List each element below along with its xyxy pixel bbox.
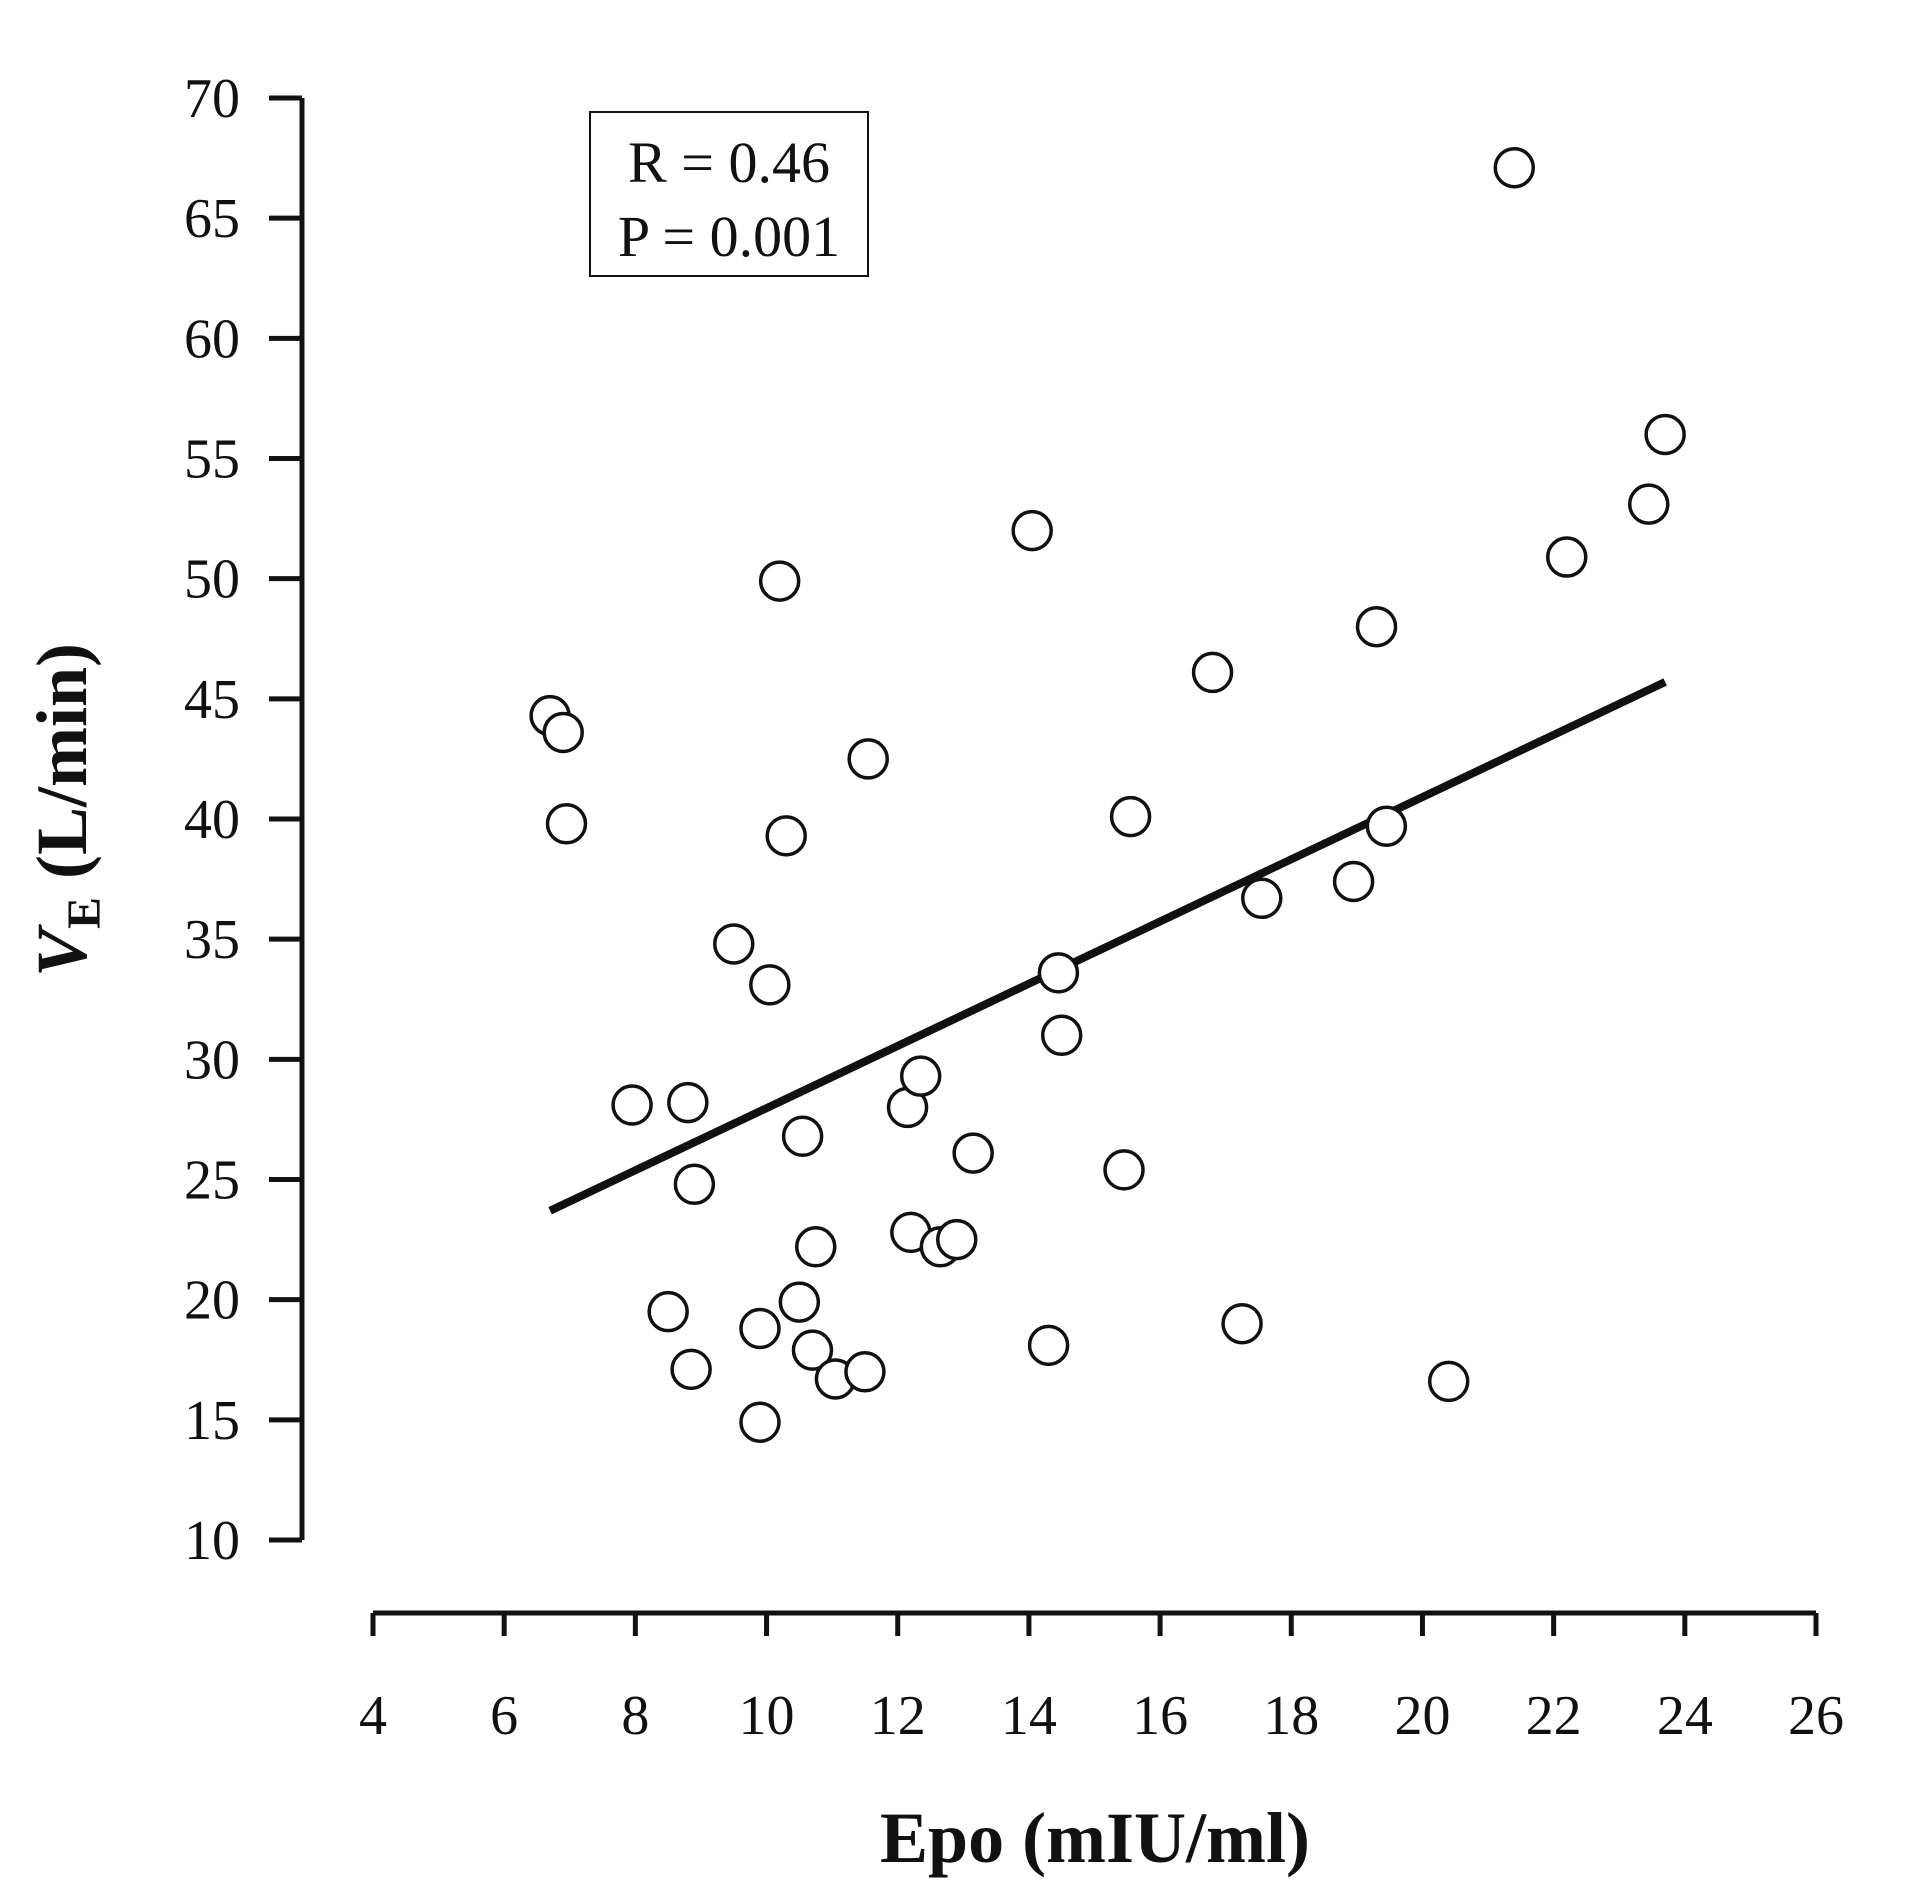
y-axis-title-variable: V (22, 924, 102, 977)
x-tick-label: 14 (1001, 1685, 1057, 1747)
data-point (847, 738, 889, 780)
data-point (713, 923, 755, 965)
y-tick-label: 40 (184, 789, 240, 851)
data-point (1103, 1149, 1145, 1191)
data-point (647, 1290, 689, 1333)
y-axis-title-unit: (L/min) (22, 643, 102, 897)
y-axis-title: VE (L/min) (22, 643, 111, 977)
x-tick-label: 20 (1394, 1685, 1450, 1747)
y-tick-label: 20 (184, 1270, 240, 1332)
data-point (1493, 146, 1536, 189)
data-point (1546, 536, 1588, 578)
data-point (1332, 860, 1375, 903)
y-tick-label: 15 (184, 1390, 240, 1452)
x-tick-label: 4 (359, 1685, 387, 1747)
regression-line (548, 678, 1667, 1215)
data-point (542, 711, 584, 754)
x-tick-label: 26 (1788, 1685, 1844, 1747)
y-tick-label: 60 (184, 308, 240, 370)
data-point (936, 1218, 978, 1261)
data-point (778, 1281, 821, 1323)
data-points (529, 146, 1686, 1443)
y-tick-label: 45 (184, 669, 240, 731)
data-point (952, 1132, 994, 1174)
data-point (1011, 509, 1053, 552)
y-axis-title-subscript: E (58, 897, 111, 929)
y-tick-label: 50 (184, 549, 240, 611)
data-point (899, 1055, 942, 1097)
data-point (1241, 877, 1283, 920)
data-point (844, 1351, 886, 1393)
data-point (1365, 805, 1408, 847)
data-point (611, 1084, 653, 1126)
x-tick-label: 18 (1263, 1685, 1319, 1747)
data-point (545, 803, 588, 845)
y-tick-label: 30 (184, 1029, 240, 1091)
data-point (1040, 1014, 1083, 1057)
data-point (1191, 651, 1234, 694)
data-point (781, 1115, 824, 1157)
stat-annotation-box (589, 111, 869, 277)
data-point (739, 1401, 781, 1443)
data-point (765, 815, 807, 857)
x-tick-label: 16 (1132, 1685, 1188, 1747)
x-tick-label: 12 (870, 1685, 926, 1747)
data-point (673, 1163, 716, 1206)
x-tick-label: 6 (490, 1685, 518, 1747)
correlation-label: R = 0.46 (628, 130, 830, 195)
p-value-label: P = 0.001 (618, 204, 840, 269)
data-point (1627, 483, 1670, 525)
data-point (1427, 1360, 1470, 1403)
data-point (1644, 413, 1686, 456)
x-tick-label: 8 (621, 1685, 649, 1747)
stat-annotation: R = 0.46 P = 0.001 (589, 111, 869, 277)
data-point (739, 1307, 781, 1350)
x-tick-label: 10 (739, 1685, 795, 1747)
x-tick-label: 24 (1657, 1685, 1713, 1747)
y-tick-label: 55 (184, 429, 240, 491)
x-axis: 4 6 8 10 12 14 16 18 20 22 24 26 (359, 1610, 1844, 1747)
data-point (1027, 1324, 1070, 1367)
data-point (794, 1226, 837, 1268)
data-point (1109, 795, 1152, 838)
data-point (1355, 605, 1398, 648)
data-point (749, 964, 791, 1006)
x-tick-label: 22 (1526, 1685, 1582, 1747)
y-tick-label: 10 (184, 1510, 240, 1572)
data-point (791, 1329, 834, 1371)
data-point (1221, 1302, 1263, 1345)
data-point (1037, 952, 1080, 994)
x-axis-title: Epo (mIU/ml) (880, 1798, 1310, 1878)
data-point (670, 1348, 712, 1391)
y-tick-label: 70 (184, 68, 240, 130)
y-tick-label: 65 (184, 188, 240, 250)
data-point (758, 560, 801, 602)
data-point (667, 1081, 709, 1124)
y-axis: 10 15 20 25 30 35 40 45 50 55 60 65 70 (184, 68, 305, 1572)
y-tick-label: 35 (184, 909, 240, 971)
y-tick-label: 25 (184, 1150, 240, 1212)
